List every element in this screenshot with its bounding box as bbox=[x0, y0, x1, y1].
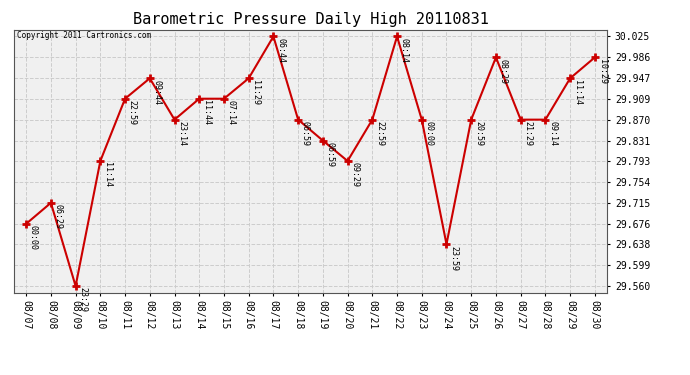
Text: 06:29: 06:29 bbox=[54, 204, 63, 229]
Text: 06:59: 06:59 bbox=[326, 142, 335, 167]
Text: 23:59: 23:59 bbox=[449, 246, 458, 271]
Text: 11:29: 11:29 bbox=[251, 80, 260, 105]
Text: 20:59: 20:59 bbox=[474, 121, 483, 146]
Text: 00:00: 00:00 bbox=[424, 121, 433, 146]
Text: 09:14: 09:14 bbox=[548, 121, 557, 146]
Text: 10:29: 10:29 bbox=[598, 59, 607, 84]
Text: 09:29: 09:29 bbox=[351, 162, 359, 188]
Text: 07:14: 07:14 bbox=[227, 100, 236, 125]
Text: Copyright 2011 Cartronics.com: Copyright 2011 Cartronics.com bbox=[17, 32, 151, 40]
Title: Barometric Pressure Daily High 20110831: Barometric Pressure Daily High 20110831 bbox=[132, 12, 489, 27]
Text: 11:44: 11:44 bbox=[202, 100, 211, 125]
Text: 11:14: 11:14 bbox=[573, 80, 582, 105]
Text: 22:59: 22:59 bbox=[375, 121, 384, 146]
Text: 09:44: 09:44 bbox=[152, 80, 161, 105]
Text: 08:14: 08:14 bbox=[400, 38, 408, 63]
Text: 00:00: 00:00 bbox=[29, 225, 38, 250]
Text: 23:14: 23:14 bbox=[177, 121, 186, 146]
Text: 06:44: 06:44 bbox=[276, 38, 285, 63]
Text: 08:29: 08:29 bbox=[499, 59, 508, 84]
Text: 21:29: 21:29 bbox=[524, 121, 533, 146]
Text: 22:59: 22:59 bbox=[128, 100, 137, 125]
Text: 11:14: 11:14 bbox=[103, 162, 112, 188]
Text: 23:29: 23:29 bbox=[79, 288, 88, 312]
Text: 06:59: 06:59 bbox=[301, 121, 310, 146]
